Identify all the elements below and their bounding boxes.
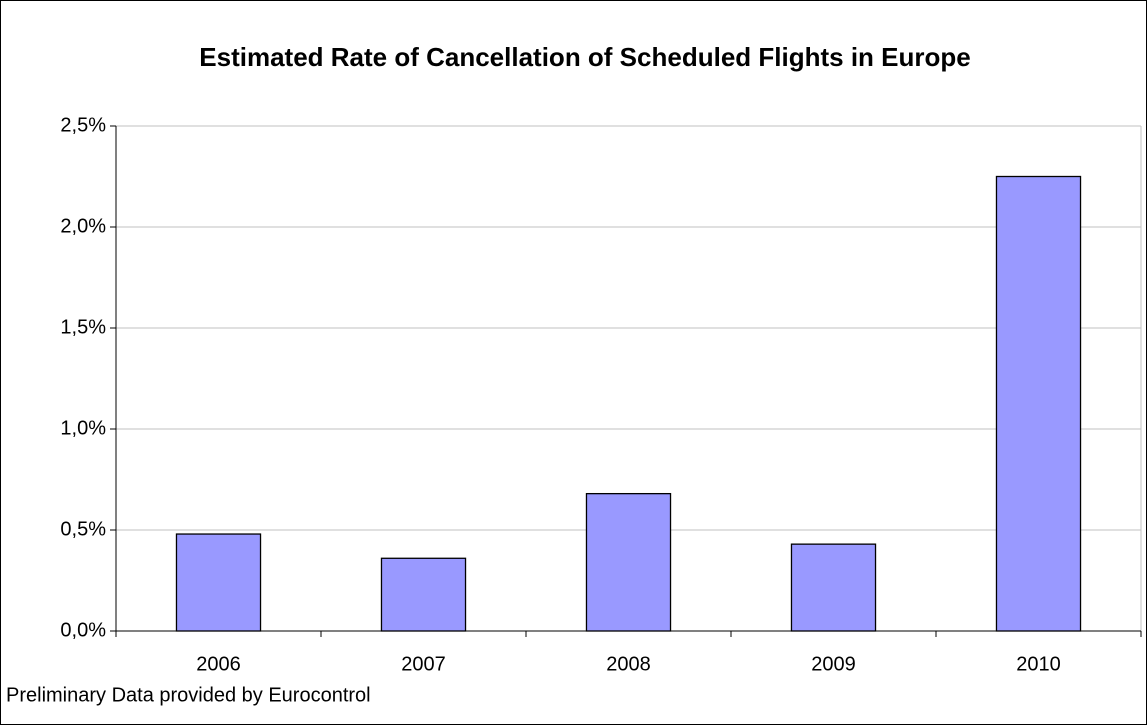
y-tick-label: 0,0% [60, 619, 106, 641]
y-tick-label: 2,5% [60, 114, 106, 136]
x-tick-label: 2009 [811, 653, 856, 675]
bar [380, 557, 467, 632]
y-tick-label: 0,5% [60, 518, 106, 540]
x-tick-label: 2008 [606, 653, 651, 675]
bar [585, 492, 672, 632]
x-tick-label: 2010 [1016, 653, 1061, 675]
chart-title: Estimated Rate of Cancellation of Schedu… [199, 42, 971, 72]
y-tick-label: 1,5% [60, 316, 106, 338]
y-tick-label: 2,0% [60, 215, 106, 237]
x-tick-label: 2006 [196, 653, 241, 675]
x-tick-label: 2007 [401, 653, 446, 675]
note: Preliminary Data provided by Eurocontrol [6, 684, 371, 706]
bar [175, 533, 262, 632]
y-tick-label: 1,0% [60, 417, 106, 439]
bar [790, 543, 877, 632]
bar [995, 175, 1082, 632]
